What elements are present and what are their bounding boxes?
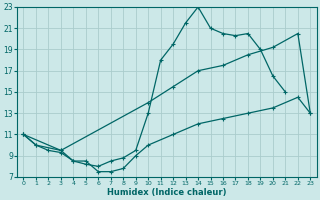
X-axis label: Humidex (Indice chaleur): Humidex (Indice chaleur): [107, 188, 227, 197]
